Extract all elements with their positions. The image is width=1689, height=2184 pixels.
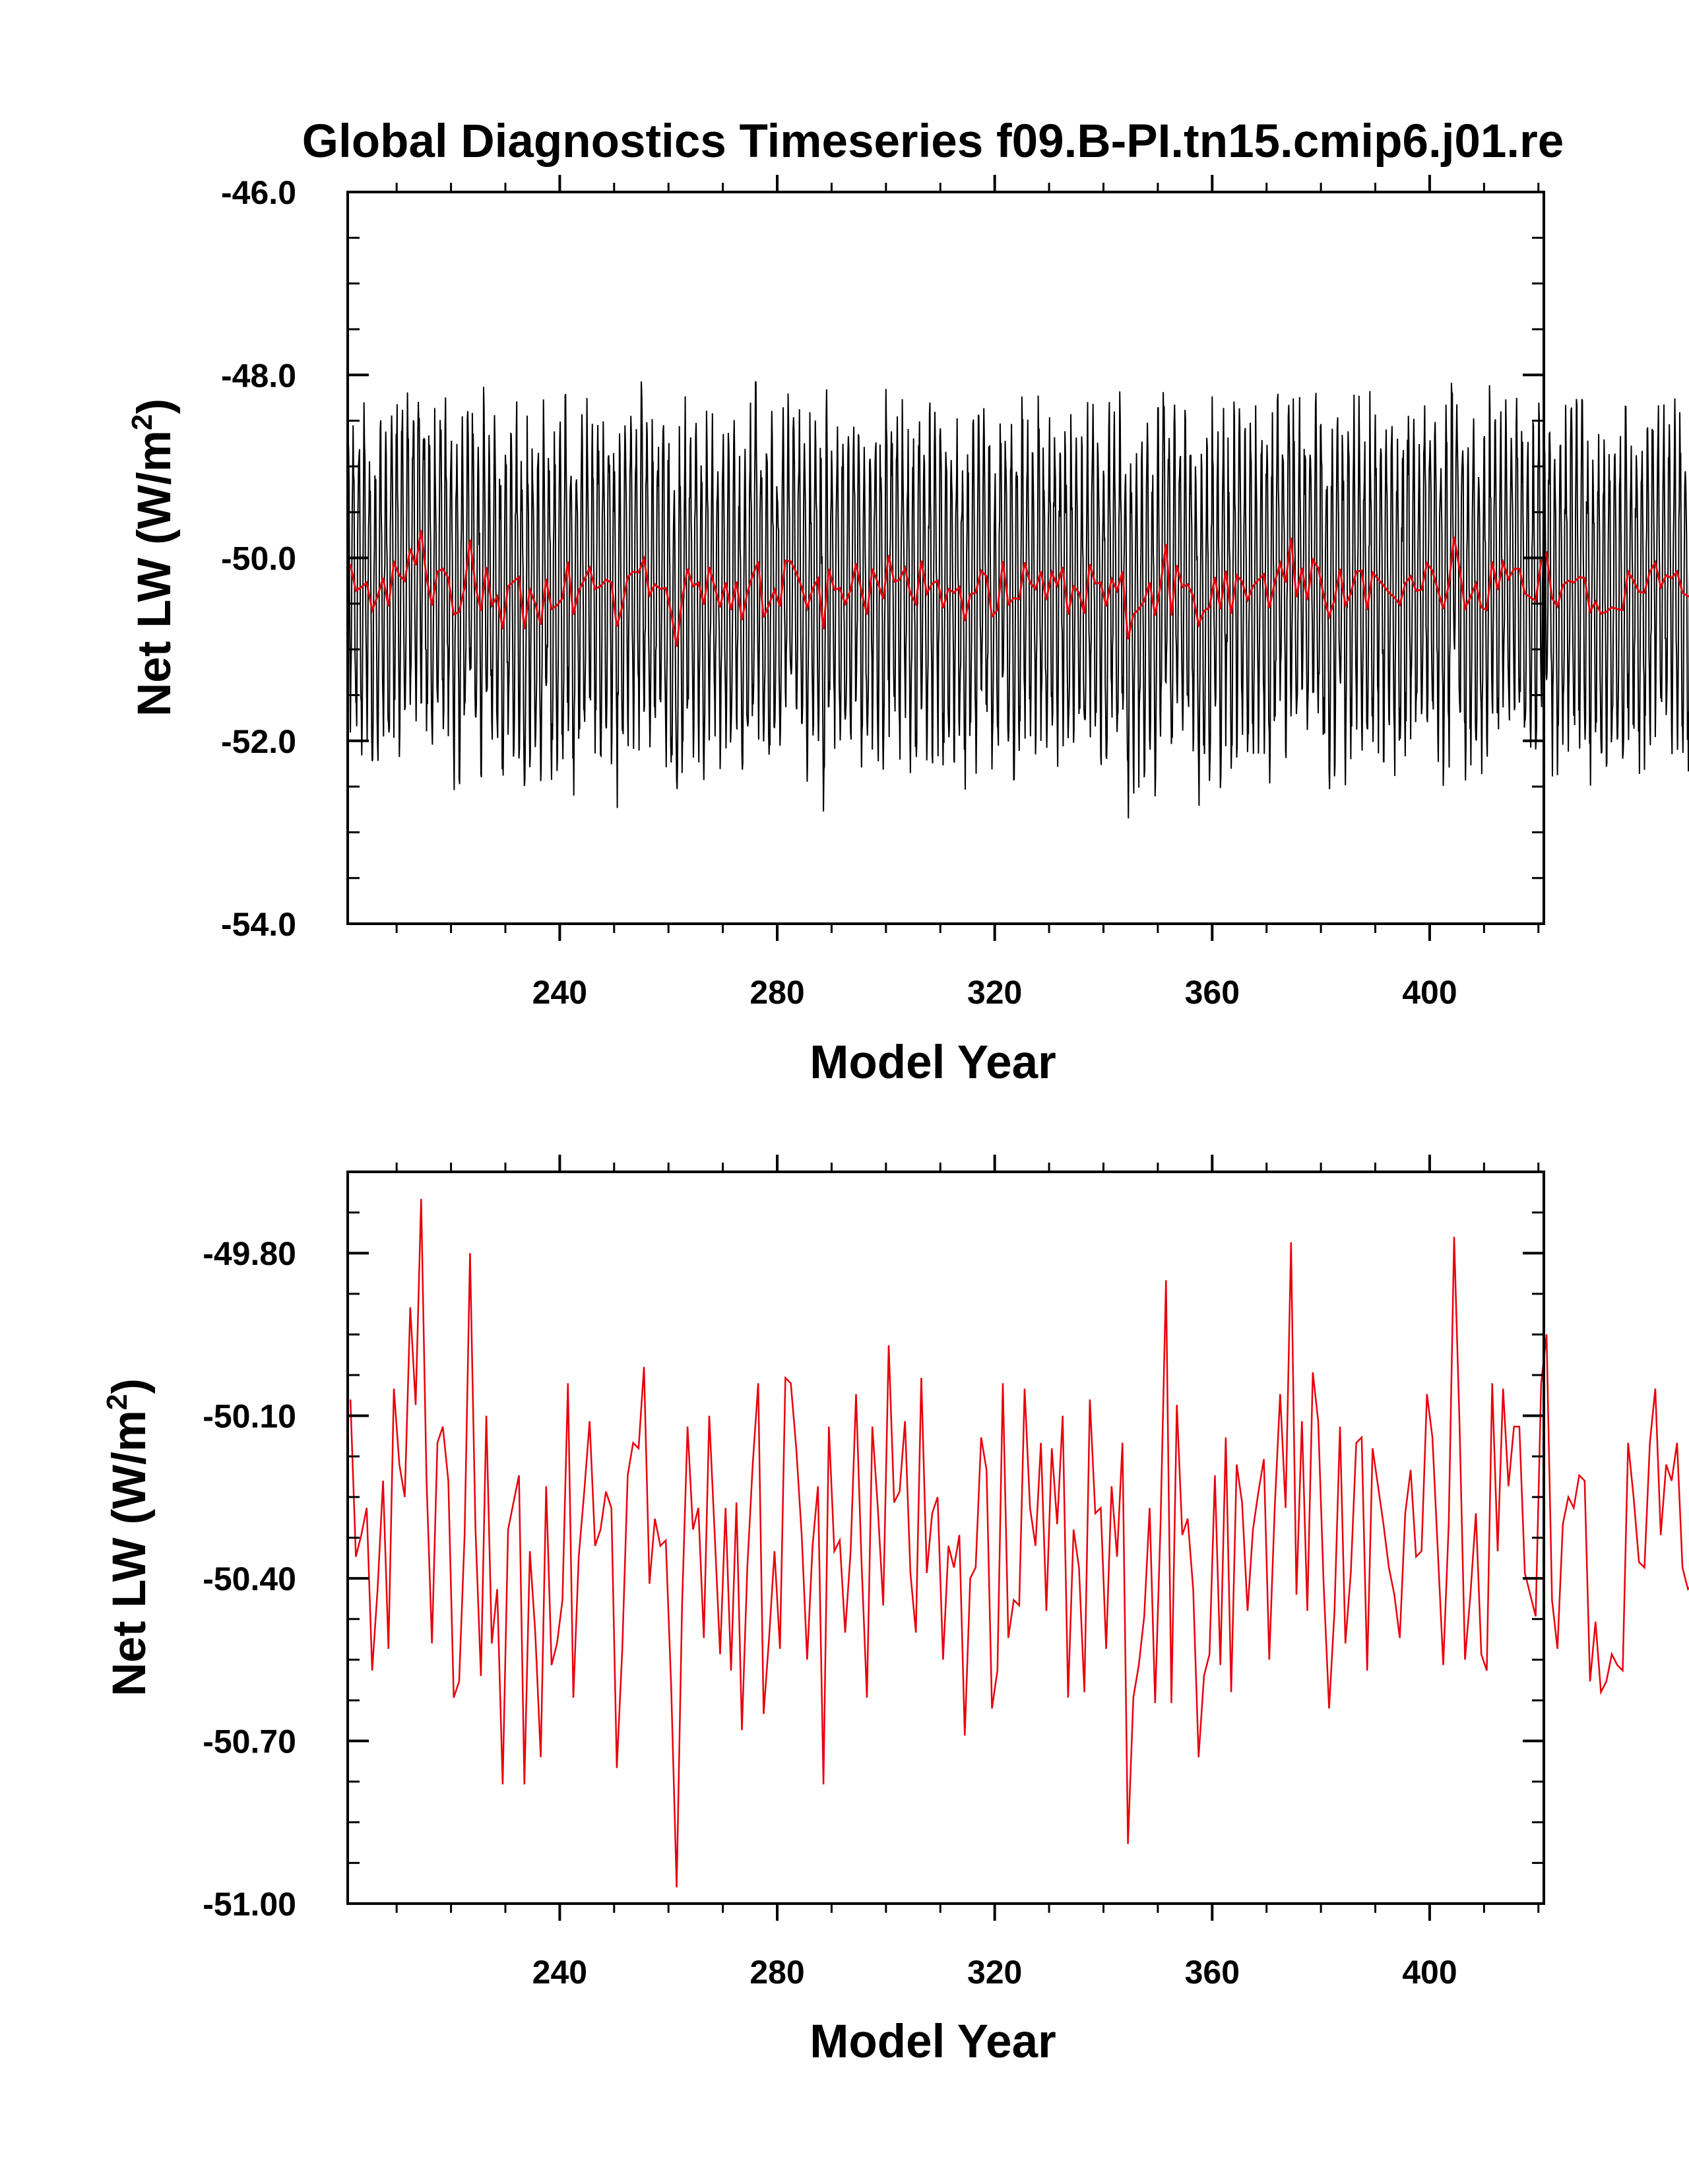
bottom-ticks bbox=[348, 1155, 1544, 1921]
bottom-annual-series bbox=[349, 1199, 1689, 1888]
bottom-x-tick-label: 280 bbox=[749, 1954, 804, 1991]
top-x-tick-label: 240 bbox=[532, 974, 587, 1011]
bottom-x-tick-labels: 240 280 320 360 400 bbox=[532, 1954, 1457, 1991]
bottom-x-tick-label: 240 bbox=[532, 1954, 587, 1991]
bottom-y-tick-label: -50.40 bbox=[203, 1560, 296, 1597]
bottom-chart: -51.00 -50.70 -50.40 -50.10 -49.80 240 280 320… bbox=[101, 1155, 1689, 2068]
top-y-tick-label: -54.0 bbox=[221, 906, 296, 943]
top-annual-line bbox=[349, 530, 1689, 647]
bottom-y-axis-label-superscript: 2 bbox=[101, 1394, 133, 1410]
top-x-axis-label: Model Year bbox=[810, 1037, 1056, 1089]
bottom-x-tick-label: 400 bbox=[1402, 1954, 1457, 1991]
top-y-axis-label: Net LW (W/m2) bbox=[126, 399, 181, 717]
top-y-axis-label-main: Net LW (W/m bbox=[129, 430, 181, 717]
top-y-tick-label: -46.0 bbox=[221, 174, 296, 211]
top-monthly-line bbox=[347, 377, 1689, 819]
top-x-tick-label: 360 bbox=[1185, 974, 1240, 1011]
top-y-axis-label-close: ) bbox=[129, 399, 181, 414]
bottom-x-tick-label: 320 bbox=[967, 1954, 1022, 1991]
top-y-axis-label-superscript: 2 bbox=[126, 414, 158, 430]
bottom-y-tick-label: -50.70 bbox=[203, 1723, 296, 1760]
top-y-tick-labels: -54.0 -52.0 -50.0 -48.0 -46.0 bbox=[221, 174, 296, 943]
top-monthly-series bbox=[347, 377, 1689, 819]
top-x-tick-label: 400 bbox=[1402, 974, 1457, 1011]
bottom-y-tick-label: -49.80 bbox=[203, 1235, 296, 1272]
top-y-tick-label: -48.0 bbox=[221, 357, 296, 394]
top-annual-series bbox=[349, 530, 1689, 647]
bottom-y-tick-labels: -51.00 -50.70 -50.40 -50.10 -49.80 bbox=[203, 1235, 296, 1923]
bottom-y-tick-label: -50.10 bbox=[203, 1398, 296, 1435]
bottom-y-tick-label: -51.00 bbox=[203, 1886, 296, 1923]
bottom-x-axis-label: Model Year bbox=[810, 2016, 1056, 2068]
top-x-tick-label: 320 bbox=[967, 974, 1022, 1011]
top-y-tick-label: -52.0 bbox=[221, 723, 296, 760]
top-ticks bbox=[348, 175, 1544, 941]
bottom-y-axis-label-main: Net LW (W/m bbox=[104, 1410, 156, 1696]
bottom-y-axis-label: Net LW (W/m2) bbox=[101, 1378, 156, 1696]
bottom-x-tick-label: 360 bbox=[1185, 1954, 1240, 1991]
top-y-tick-label: -50.0 bbox=[221, 540, 296, 577]
top-x-tick-label: 280 bbox=[749, 974, 804, 1011]
top-chart: -54.0 -52.0 -50.0 -48.0 -46.0 240 280 320 360 40… bbox=[126, 174, 1689, 1089]
bottom-y-axis-label-close: ) bbox=[104, 1378, 156, 1394]
top-x-tick-labels: 240 280 320 360 400 bbox=[532, 974, 1457, 1011]
bottom-annual-line bbox=[349, 1199, 1689, 1888]
figure-title: Global Diagnostics Timeseries f09.B-PI.t… bbox=[302, 115, 1564, 168]
